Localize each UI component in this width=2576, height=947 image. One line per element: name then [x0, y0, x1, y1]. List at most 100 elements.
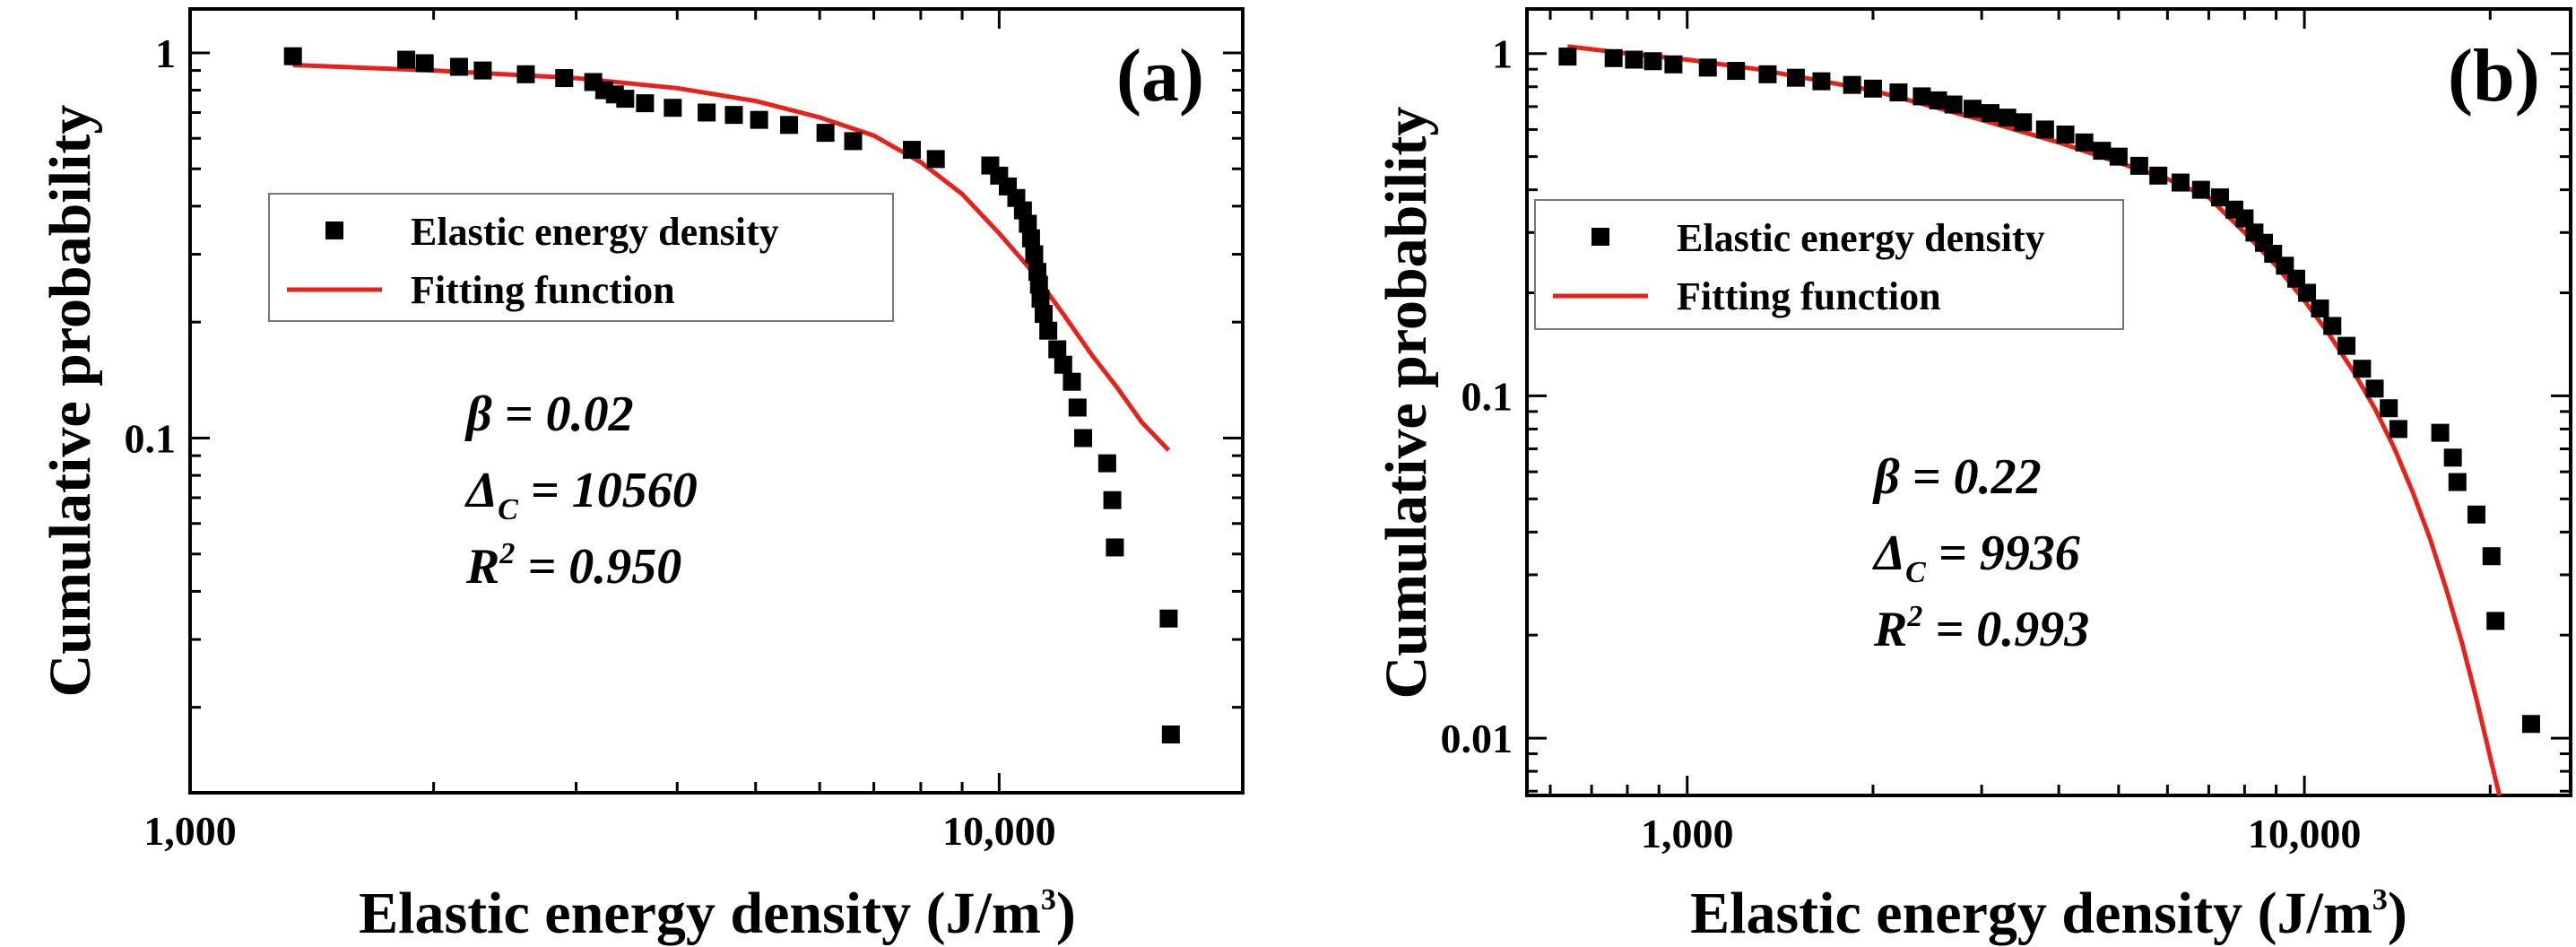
plot-frame-b	[1525, 7, 2572, 797]
data-point	[2035, 120, 2054, 139]
delta-subscript-b: C	[1905, 556, 1926, 589]
delta-subscript-a: C	[498, 493, 518, 526]
legend-b: Elastic energy density Fitting function	[1534, 199, 2124, 330]
r2-symbol-a: R	[465, 539, 499, 595]
y-tick-label: 1	[155, 30, 176, 76]
data-point	[780, 116, 799, 135]
x-tick-label: 1,000	[1641, 811, 1734, 856]
data-point	[1161, 725, 1180, 744]
data-point	[926, 150, 945, 169]
data-point	[1021, 229, 1040, 248]
fit-line-a	[292, 63, 1171, 452]
data-point	[1031, 290, 1050, 308]
legend-entry-fit-b: Fitting function	[1677, 274, 1941, 318]
annotation-r2-b: R2 = 0.993	[1873, 600, 2089, 657]
data-point	[397, 50, 416, 69]
y-tick-label: 0.01	[1441, 716, 1514, 761]
data-point	[1727, 62, 1746, 81]
data-point	[2323, 317, 2342, 335]
data-point	[1786, 68, 1805, 87]
data-point	[1843, 75, 1861, 94]
data-point	[1758, 65, 1777, 83]
legend-entry-fit-a: Fitting function	[411, 268, 675, 312]
data-point	[449, 57, 468, 76]
data-point	[283, 47, 302, 65]
x-tick-label: 10,000	[942, 808, 1056, 854]
data-point	[1068, 398, 1087, 417]
annotation-beta-b: β = 0.22	[1872, 449, 2042, 505]
x-axis-label-main-a: Elastic energy density (J/m	[359, 881, 1041, 946]
data-point	[816, 124, 835, 143]
delta-value-b: = 9936	[1926, 526, 2080, 581]
data-point	[1912, 87, 1931, 106]
data-point	[1863, 79, 1882, 98]
data-point	[1039, 321, 1058, 340]
y-axis-label-b: Cumulative probability	[1374, 107, 1439, 699]
y-tick-label: 0.1	[125, 415, 177, 461]
data-point	[902, 141, 921, 160]
data-point	[2109, 147, 2128, 166]
data-point	[1097, 454, 1116, 473]
data-point	[1029, 275, 1048, 294]
chart-panel-a: 1,000 10,000 0.1 1 (a) Elastic energy densi…	[38, 7, 1245, 946]
data-point	[616, 90, 635, 109]
data-point	[1106, 538, 1124, 557]
data-point	[1812, 72, 1831, 91]
r2-superscript-b: 2	[1906, 600, 1922, 633]
r2-value-a: = 0.950	[515, 539, 681, 595]
data-point	[2014, 113, 2033, 132]
y-tick-label: 1	[1492, 31, 1513, 77]
data-point	[1625, 50, 1644, 69]
data-point	[664, 99, 682, 117]
data-point	[1159, 609, 1178, 628]
data-point	[2389, 420, 2407, 439]
delta-symbol-b: Δ	[1872, 526, 1905, 581]
data-point	[2191, 180, 2210, 199]
data-point	[473, 61, 492, 80]
data-point	[636, 94, 655, 113]
data-point	[844, 132, 863, 151]
annotation-delta-b: ΔC = 9936	[1872, 526, 2080, 589]
data-point	[724, 106, 743, 125]
data-point	[1034, 305, 1053, 324]
data-point	[1074, 429, 1093, 447]
data-point	[2075, 133, 2094, 152]
x-axis-label-b: Elastic energy density (J/m3)	[1690, 881, 2407, 946]
plot-frame-a	[188, 7, 1245, 795]
axis-ticks-b	[1527, 9, 2571, 795]
legend-box-b	[1534, 199, 2124, 330]
data-point	[1019, 214, 1037, 233]
data-point	[2467, 505, 2485, 524]
x-tick-label: 1,000	[143, 808, 237, 854]
data-point	[1889, 83, 1908, 102]
annotation-beta-a: β = 0.02	[464, 387, 634, 442]
data-point	[2149, 166, 2168, 185]
data-point	[698, 103, 716, 122]
x-tick-label: 10,000	[2248, 811, 2362, 856]
annotation-delta-a: ΔC = 10560	[464, 463, 698, 526]
data-point	[1944, 95, 1963, 114]
data-point	[2286, 269, 2305, 288]
legend-a: Elastic energy density Fitting function	[268, 193, 894, 322]
data-point	[555, 69, 574, 88]
delta-value-a: = 10560	[518, 463, 698, 518]
data-point	[1929, 91, 1947, 109]
data-point	[2353, 360, 2372, 378]
data-point	[1981, 104, 1999, 123]
data-point	[2298, 283, 2317, 302]
legend-marker-square-a	[325, 222, 343, 239]
data-point	[750, 110, 768, 129]
data-point	[2431, 423, 2450, 442]
data-point	[2171, 173, 2190, 192]
legend-entry-data-a: Elastic energy density	[411, 210, 779, 254]
data-point	[1025, 245, 1044, 264]
data-point	[2210, 188, 2229, 207]
data-point	[2482, 547, 2501, 566]
data-point	[2056, 126, 2075, 144]
tick-labels-a: 1,000 10,000 0.1 1	[125, 30, 1056, 854]
data-point	[2443, 448, 2462, 467]
data-point	[1054, 355, 1072, 374]
data-point	[2486, 612, 2505, 630]
data-point	[1964, 100, 1982, 118]
